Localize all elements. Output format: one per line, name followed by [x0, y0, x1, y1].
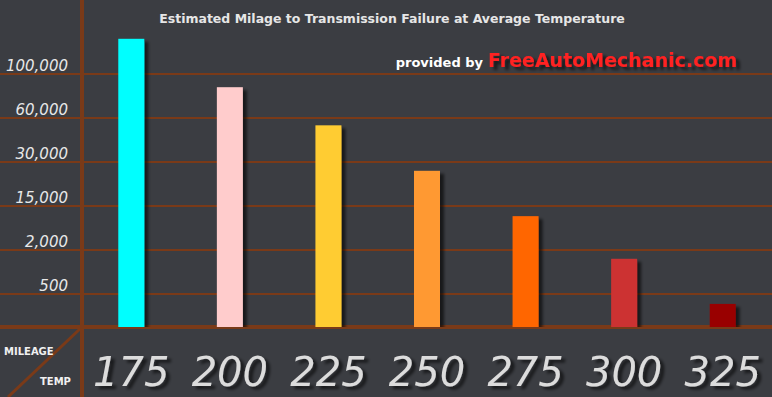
x-tick-label: 225: [290, 349, 366, 395]
y-tick-label: 30,000: [16, 145, 69, 163]
x-tick-label: 300: [586, 349, 662, 395]
x-tick-label: 325: [685, 349, 761, 395]
grid-line: [0, 161, 772, 163]
bar: [118, 39, 144, 327]
background: [0, 0, 772, 397]
y-tick-label: 100,000: [6, 57, 68, 75]
x-tick-label: 250: [389, 349, 465, 395]
bar: [414, 171, 440, 327]
title: Estimated Milage to Transmission Failure…: [159, 11, 625, 26]
y-tick-label: 15,000: [16, 189, 69, 207]
chart: 500 2,000 15,000 30,000 60,000 100,000 175 200 2…: [0, 0, 772, 397]
bar: [513, 216, 539, 327]
grid-line: [0, 293, 772, 295]
grid-line: [0, 73, 772, 75]
x-axis-label: TEMP: [40, 376, 71, 387]
bar: [217, 87, 243, 327]
y-axis-line: [80, 0, 84, 397]
bar: [611, 259, 637, 327]
x-tick-label: 200: [192, 349, 268, 395]
x-tick-label: 275: [487, 349, 563, 395]
y-tick-label: 60,000: [16, 101, 69, 119]
annotation: FreeAutoMechanic.com: [488, 49, 737, 71]
bar: [315, 125, 341, 327]
subtitle: provided by: [396, 55, 484, 70]
bars: [118, 39, 735, 327]
bar: [710, 304, 736, 327]
grid-line: [0, 205, 772, 207]
grid-line: [0, 249, 772, 251]
corner-divider: [8, 327, 82, 397]
y-tick-label: 2,000: [25, 233, 68, 251]
x-axis-line: [0, 325, 772, 329]
grid-line: [0, 117, 772, 119]
x-tick-label: 175: [93, 349, 169, 395]
y-tick-label: 500: [39, 277, 68, 295]
y-axis-label: MILEAGE: [4, 346, 54, 357]
